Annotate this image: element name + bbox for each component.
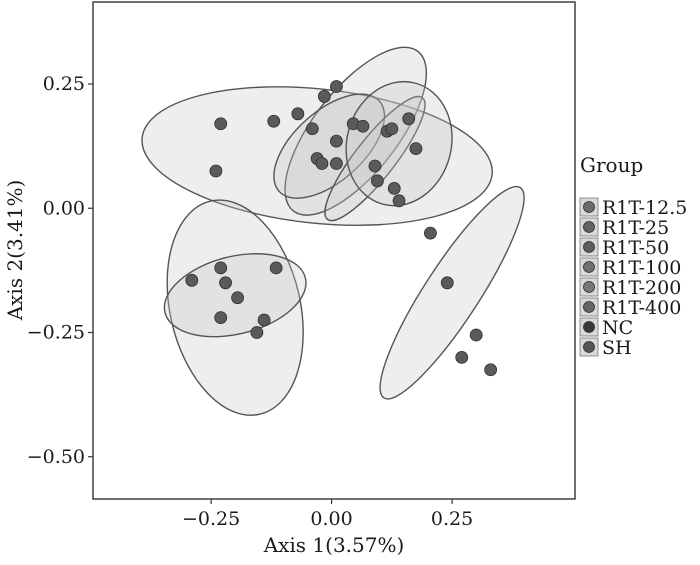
x-tick-label: 0.00: [310, 508, 352, 530]
legend-label: R1T-12.5: [602, 197, 687, 219]
data-point: [469, 328, 483, 342]
x-tick-label: −0.25: [182, 508, 240, 530]
data-point: [330, 157, 343, 170]
data-point: [269, 261, 283, 275]
legend-label: R1T-50: [602, 237, 669, 259]
legend-item: R1T-400: [579, 297, 681, 319]
legend-title: Group: [580, 153, 643, 177]
legend-label: R1T-100: [602, 257, 681, 279]
legend-label: R1T-400: [602, 297, 681, 319]
data-point: [392, 194, 406, 208]
legend-marker: [583, 281, 595, 293]
group-ellipse: [284, 46, 428, 216]
x-axis-title: Axis 1(3.57%): [263, 533, 405, 557]
x-axis: −0.25 0.00 0.25: [182, 499, 473, 530]
data-point: [214, 311, 228, 324]
data-point: [455, 350, 469, 364]
legend-item: R1T-12.5: [579, 197, 687, 219]
data-point: [368, 159, 382, 173]
y-tick-label: 0.00: [43, 197, 85, 219]
data-point: [231, 291, 245, 305]
legend-label: R1T-200: [602, 277, 681, 299]
legend-marker: [583, 261, 595, 273]
y-axis: 0.25 0.00 −0.25 −0.50: [27, 73, 93, 468]
plot-frame: [92, 1, 576, 500]
legend-marker: [583, 221, 595, 233]
data-point: [185, 273, 199, 287]
legend-label: R1T-25: [602, 217, 669, 239]
legend-item: R1T-200: [579, 277, 681, 299]
legend-marker: [583, 321, 595, 333]
data-point: [219, 276, 232, 290]
data-point: [330, 80, 343, 93]
legend-item: R1T-50: [579, 237, 669, 259]
ellipse-layer: [141, 46, 525, 416]
legend-item: SH: [579, 337, 632, 359]
group-ellipse: [379, 185, 525, 400]
data-point: [484, 363, 498, 377]
legend-marker: [583, 301, 595, 313]
data-point: [402, 112, 416, 126]
data-point: [385, 122, 399, 136]
data-point: [209, 164, 223, 178]
data-point: [305, 122, 319, 136]
x-tick-label: 0.25: [431, 508, 473, 530]
legend-marker: [583, 341, 595, 353]
data-point: [370, 174, 384, 188]
y-tick-label: −0.50: [27, 446, 85, 468]
y-tick-label: 0.25: [43, 73, 85, 95]
legend-item: R1T-100: [579, 257, 681, 279]
data-point: [250, 326, 264, 339]
data-point: [214, 261, 228, 275]
data-point: [291, 107, 305, 121]
data-point: [387, 181, 401, 195]
legend-item: R1T-25: [579, 217, 669, 239]
data-point: [317, 90, 331, 103]
data-point: [356, 119, 370, 133]
y-axis-title: Axis 2(3.41%): [3, 180, 27, 322]
legend-label: SH: [602, 337, 632, 359]
data-point: [440, 276, 454, 290]
y-tick-label: −0.25: [27, 322, 85, 344]
legend: Group R1T-12.5R1T-25R1T-50R1T-100R1T-200…: [579, 153, 687, 359]
group-ellipse: [345, 80, 453, 207]
group-ellipse: [324, 95, 426, 222]
point-layer: [185, 80, 498, 377]
legend-item: NC: [579, 317, 633, 339]
legend-label: NC: [602, 317, 633, 339]
data-point: [315, 157, 329, 170]
data-point: [267, 114, 281, 128]
legend-items: R1T-12.5R1T-25R1T-50R1T-100R1T-200R1T-40…: [579, 197, 687, 359]
data-point: [257, 313, 271, 327]
data-point: [423, 226, 437, 240]
legend-marker: [583, 241, 595, 253]
legend-marker: [583, 201, 595, 213]
data-point: [409, 142, 423, 156]
data-point: [330, 134, 343, 148]
data-point: [214, 117, 228, 131]
